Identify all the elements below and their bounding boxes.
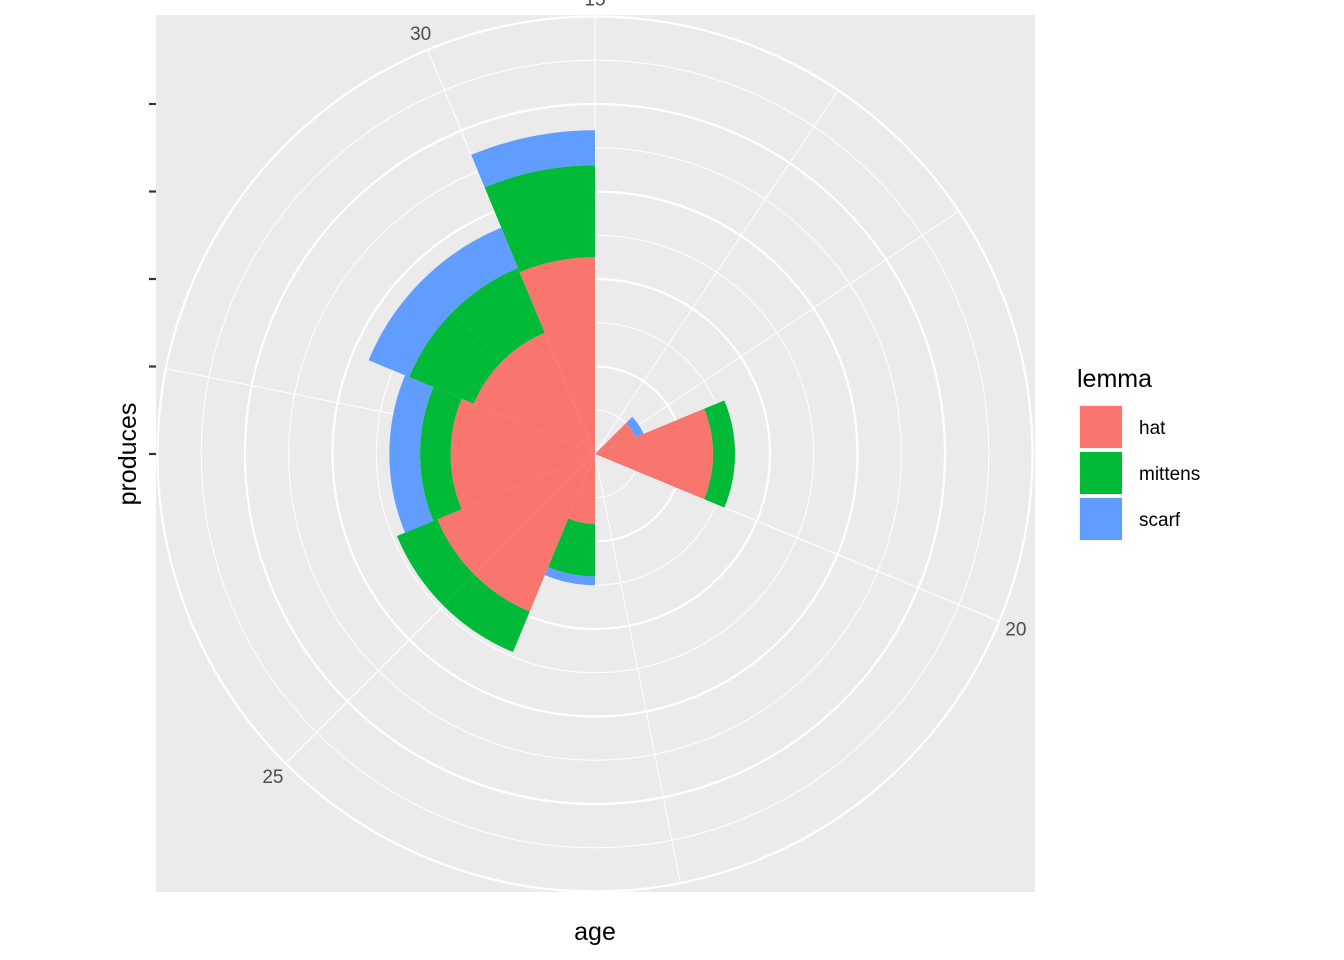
bar-scarf-28 — [389, 375, 434, 454]
bar-scarf-29 — [368, 280, 453, 377]
bar-mittens-20 — [704, 454, 735, 508]
bar-mittens-30 — [452, 268, 545, 362]
legend-title: lemma — [1077, 365, 1152, 393]
grid-minor-spoke-3 — [594, 89, 839, 455]
bar-scarf-27 — [389, 454, 434, 533]
bar-hat-26 — [437, 454, 595, 575]
bar-hat-30 — [502, 332, 595, 454]
x-axis-title: age — [574, 918, 616, 946]
x-tick-label-0: 15 — [584, 0, 605, 11]
legend-key-mittens — [1080, 452, 1122, 494]
bar-scarf-18 — [625, 416, 644, 438]
x-tick-label-3: 30 — [410, 24, 431, 45]
bar-hat-18 — [595, 423, 636, 454]
bar-mittens-27 — [420, 454, 462, 521]
bar-scarf-31 — [471, 130, 595, 188]
legend-key-scarf — [1080, 498, 1122, 540]
legend-key-hat — [1080, 406, 1122, 448]
legend: lemma hat mittens scarf — [1077, 365, 1200, 541]
bar-mittens-25 — [443, 574, 530, 653]
bar-hat-25 — [474, 454, 595, 612]
x-tick-label-2: 25 — [262, 767, 283, 788]
bar-hat-19 — [595, 408, 714, 454]
grid-minor-spoke-0 — [594, 210, 960, 455]
bar-hat-31 — [519, 257, 595, 454]
legend-label-hat: hat — [1139, 418, 1166, 439]
bar-mittens-31 — [484, 165, 595, 273]
bar-hat-27 — [450, 454, 595, 510]
bar-hat-29 — [473, 361, 595, 454]
bar-hat-28 — [450, 398, 595, 454]
legend-label-scarf: scarf — [1139, 510, 1181, 531]
bar-mittens-19 — [704, 400, 735, 454]
grid-minor-spoke-1 — [594, 453, 681, 884]
bar-mittens-24 — [548, 518, 595, 577]
y-axis-title: produces — [114, 403, 142, 506]
bars-layer — [368, 130, 735, 653]
bar-hat-20 — [595, 454, 714, 500]
legend-items: hat mittens scarf — [1079, 405, 1200, 541]
bar-scarf-24 — [544, 567, 595, 586]
bar-mittens-29 — [409, 311, 503, 404]
legend-label-mittens: mittens — [1139, 464, 1200, 485]
bar-hat-24 — [568, 454, 595, 524]
bar-scarf-30 — [421, 227, 518, 312]
bar-mittens-26 — [396, 519, 475, 606]
x-tick-label-1: 20 — [1005, 619, 1026, 640]
bar-mittens-28 — [420, 387, 462, 454]
x-tick-labels: 15 20 25 30 — [262, 0, 1026, 788]
y-axis-ticks — [149, 102, 156, 456]
